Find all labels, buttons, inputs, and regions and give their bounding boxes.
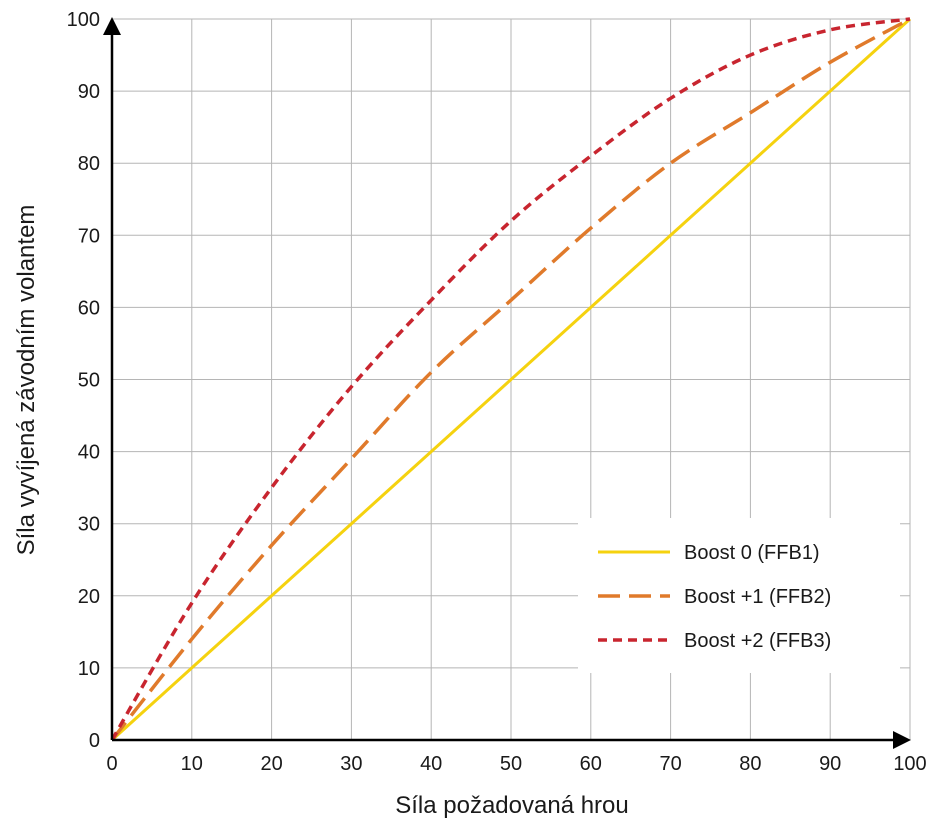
tick-labels: 0 10 20 30 40 50 60 70 80 90 100 0 10 20 30 40 50 60 70 80 9… <box>67 9 927 775</box>
x-tick-label: 10 <box>181 753 203 775</box>
y-tick-label: 50 <box>78 370 100 392</box>
y-tick-label: 90 <box>78 81 100 103</box>
x-tick-label: 0 <box>106 753 117 775</box>
y-tick-label: 0 <box>89 730 100 752</box>
y-axis-title: Síla vyvíjená závodním volantem <box>13 205 40 556</box>
y-tick-label: 70 <box>78 225 100 247</box>
y-tick-label: 60 <box>78 297 100 319</box>
x-tick-label: 60 <box>580 753 602 775</box>
y-tick-label: 40 <box>78 442 100 464</box>
x-tick-label: 70 <box>659 753 681 775</box>
series-lines <box>110 17 912 742</box>
x-tick-label: 90 <box>819 753 841 775</box>
series-line-2 <box>110 17 911 742</box>
legend-label-2: Boost +1 (FFB2) <box>684 586 831 608</box>
x-axis-arrow <box>893 731 911 749</box>
y-tick-label: 10 <box>78 658 100 680</box>
legend: Boost 0 (FFB1) Boost +1 (FFB2) Boost +2 (F… <box>578 518 900 673</box>
x-tick-label: 30 <box>340 753 362 775</box>
y-axis-arrow <box>103 17 121 35</box>
y-tick-label: 20 <box>78 586 100 608</box>
legend-label-1: Boost 0 (FFB1) <box>684 542 820 564</box>
series-line-1 <box>110 17 912 742</box>
y-tick-label: 30 <box>78 514 100 536</box>
axes <box>103 17 911 749</box>
x-tick-label: 100 <box>893 753 926 775</box>
x-tick-label: 20 <box>260 753 282 775</box>
legend-label-3: Boost +2 (FFB3) <box>684 630 831 652</box>
x-tick-label: 40 <box>420 753 442 775</box>
y-tick-label: 100 <box>67 9 100 31</box>
x-tick-label: 80 <box>739 753 761 775</box>
x-axis-title: Síla požadovaná hrou <box>395 792 629 819</box>
x-tick-label: 50 <box>500 753 522 775</box>
y-tick-label: 80 <box>78 153 100 175</box>
series-line-3 <box>110 17 911 741</box>
